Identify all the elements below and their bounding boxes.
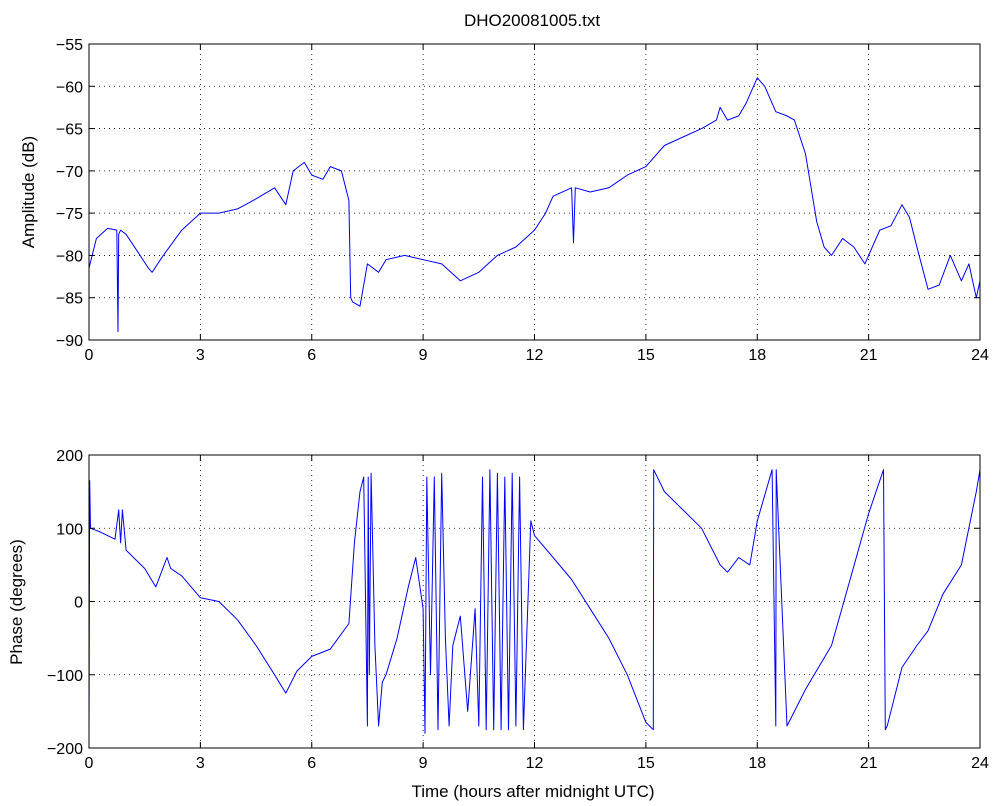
phase-x-tick-label: 0: [85, 755, 94, 772]
amplitude-y-axis-label: Amplitude (dB): [19, 136, 38, 248]
amplitude-x-tick-label: 24: [971, 347, 989, 364]
phase-y-tick-label: −100: [47, 668, 83, 685]
amplitude-x-tick-label: 18: [748, 347, 766, 364]
phase-grid: [89, 455, 980, 748]
amplitude-grid: [89, 44, 980, 340]
phase-y-tick-label: 100: [56, 521, 83, 538]
phase-plot: 0 3 6 9 12 15 18 21 24 −200 −100 0 100 200 Phase (deg…: [7, 448, 989, 801]
phase-x-tick-label: 12: [526, 755, 544, 772]
amplitude-y-tick-label: −80: [56, 248, 83, 265]
amplitude-x-tick-label: 21: [860, 347, 878, 364]
phase-x-tick-label: 9: [419, 755, 428, 772]
amplitude-y-tick-label: −85: [56, 291, 83, 308]
phase-trace: [88, 469, 981, 734]
amplitude-x-tick-label: 9: [419, 347, 428, 364]
phase-y-tick-label: −200: [47, 741, 83, 758]
phase-x-tick-label: 21: [860, 755, 878, 772]
amplitude-x-tick-label: 15: [637, 347, 655, 364]
amplitude-x-tick-label: 3: [196, 347, 205, 364]
amplitude-x-tick-label: 6: [307, 347, 316, 364]
phase-x-tick-label: 6: [307, 755, 316, 772]
phase-x-tick-label: 24: [971, 755, 989, 772]
amplitude-y-tick-label: −60: [56, 79, 83, 96]
amplitude-plot: 0 3 6 9 12 15 18 21 24 −90 −85 −80 −75 −70 −65 −60 −55 A…: [19, 37, 989, 364]
amplitude-x-tick-label: 0: [85, 347, 94, 364]
amplitude-y-tick-label: −55: [56, 37, 83, 54]
amplitude-axes-frame: [88, 43, 981, 341]
phase-x-tick-label: 3: [196, 755, 205, 772]
amplitude-ticks: 0 3 6 9 12 15 18 21 24 −90 −85 −80 −75 −70 −65 −60 −55: [56, 37, 989, 364]
figure-title: DHO20081005.txt: [464, 11, 600, 30]
phase-x-tick-label: 18: [748, 755, 766, 772]
phase-y-tick-label: 0: [74, 595, 83, 612]
phase-y-axis-label: Phase (degrees): [7, 539, 26, 665]
amplitude-y-tick-label: −90: [56, 333, 83, 350]
phase-ticks: 0 3 6 9 12 15 18 21 24 −200 −100 0 100 200: [47, 448, 989, 772]
phase-x-axis-label: Time (hours after midnight UTC): [411, 782, 654, 801]
amplitude-y-tick-label: −75: [56, 206, 83, 223]
phase-x-tick-label: 15: [637, 755, 655, 772]
phase-y-tick-label: 200: [56, 448, 83, 465]
amplitude-trace: [88, 77, 981, 332]
amplitude-y-tick-label: −70: [56, 164, 83, 181]
amplitude-x-tick-label: 12: [526, 347, 544, 364]
amplitude-y-tick-label: −65: [56, 122, 83, 139]
